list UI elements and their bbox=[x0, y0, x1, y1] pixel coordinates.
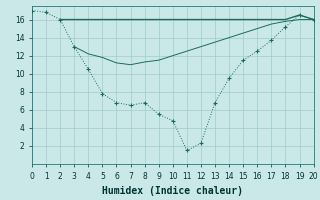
X-axis label: Humidex (Indice chaleur): Humidex (Indice chaleur) bbox=[102, 186, 243, 196]
